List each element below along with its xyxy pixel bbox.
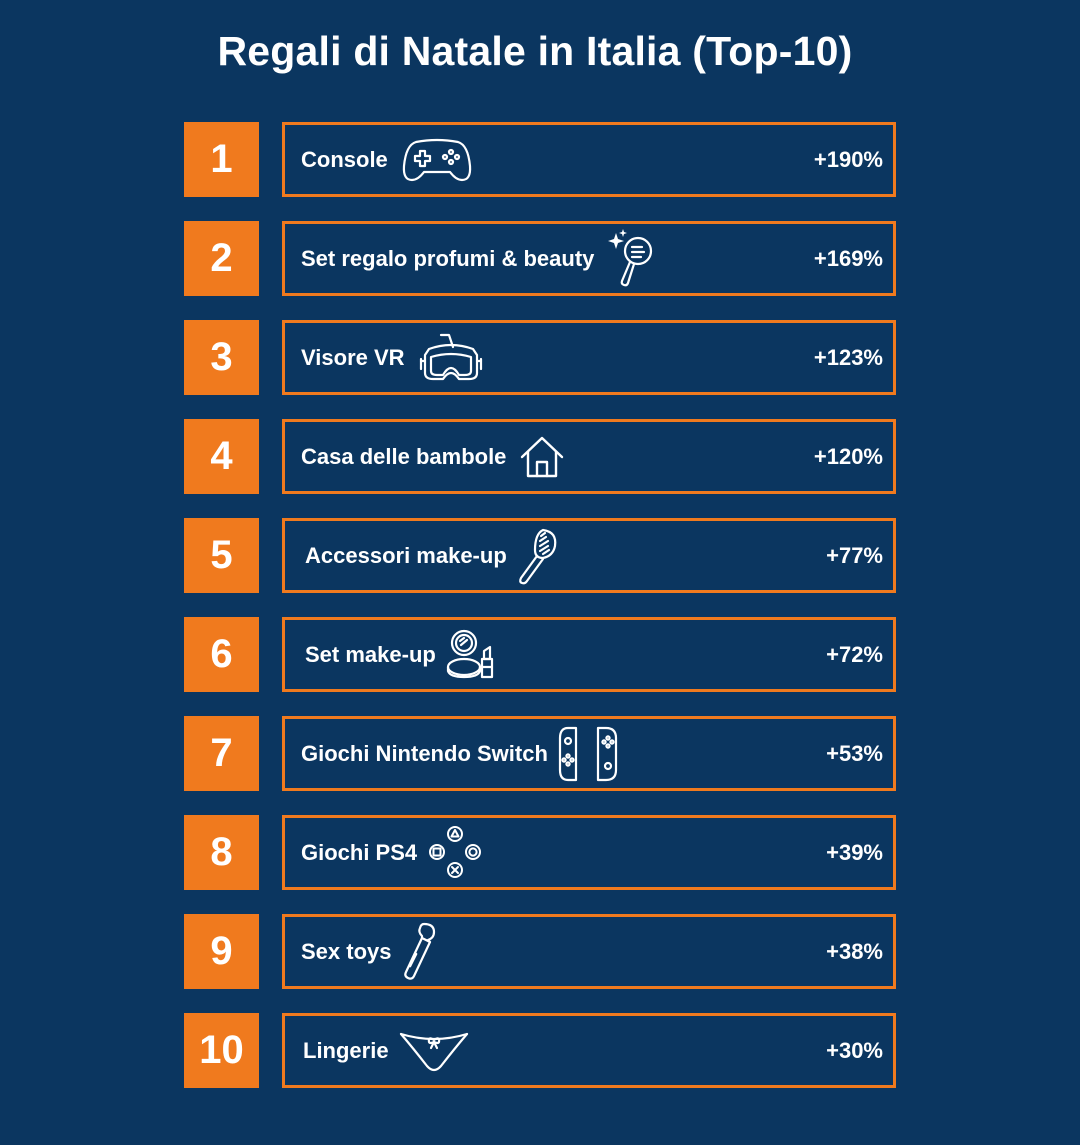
item-label: Casa delle bambole	[301, 443, 507, 469]
ps-buttons-icon	[427, 825, 483, 881]
beauty-mirror-icon	[608, 228, 658, 289]
item-box: Giochi PS4 +39%	[282, 815, 896, 890]
list-item: 9 Sex toys +38%	[184, 914, 896, 989]
vr-headset-icon	[419, 333, 483, 383]
item-box: Set regalo profumi & beauty +169%	[282, 221, 896, 296]
item-box: Casa delle bambole +120%	[282, 419, 896, 494]
rank-badge: 4	[184, 419, 259, 494]
item-label: Lingerie	[303, 1037, 389, 1063]
item-label: Visore VR	[301, 344, 405, 370]
item-box: Accessori make-up +77%	[282, 518, 896, 593]
rank-badge: 5	[184, 518, 259, 593]
item-box: Lingerie +30%	[282, 1013, 896, 1088]
hairbrush-icon	[513, 526, 559, 586]
item-value: +77%	[826, 543, 883, 568]
list-item: 5 Accessori make-up +77%	[184, 518, 896, 593]
rank-badge: 9	[184, 914, 259, 989]
item-value: +72%	[826, 642, 883, 667]
ranking-list: 1 Console +190% 2 Set regalo profumi & b…	[184, 122, 896, 1112]
rank-badge: 6	[184, 617, 259, 692]
item-label: Set make-up	[305, 641, 436, 667]
item-value: +30%	[826, 1038, 883, 1063]
item-box: Sex toys +38%	[282, 914, 896, 989]
list-item: 7 Giochi Nintendo Switch +53%	[184, 716, 896, 791]
rank-badge: 7	[184, 716, 259, 791]
item-value: +123%	[813, 345, 883, 370]
rank-badge: 1	[184, 122, 259, 197]
item-value: +53%	[826, 741, 883, 766]
item-label: Sex toys	[301, 938, 392, 964]
item-value: +190%	[813, 147, 883, 172]
list-item: 1 Console +190%	[184, 122, 896, 197]
item-value: +120%	[813, 444, 883, 469]
item-label: Giochi PS4	[301, 839, 418, 865]
rank-badge: 8	[184, 815, 259, 890]
item-label: Accessori make-up	[305, 542, 507, 568]
game-controller-icon	[402, 136, 472, 184]
wand-massager-icon	[400, 922, 440, 982]
item-value: +38%	[826, 939, 883, 964]
item-box: Set make-up +72%	[282, 617, 896, 692]
rank-badge: 2	[184, 221, 259, 296]
item-box: Giochi Nintendo Switch +53%	[282, 716, 896, 791]
list-item: 10 Lingerie +30%	[184, 1013, 896, 1088]
item-label: Console	[301, 146, 388, 172]
item-label: Set regalo profumi & beauty	[301, 245, 595, 271]
item-value: +39%	[826, 840, 883, 865]
rank-badge: 3	[184, 320, 259, 395]
item-box: Visore VR +123%	[282, 320, 896, 395]
list-item: 2 Set regalo profumi & beauty +169%	[184, 221, 896, 296]
joycon-icon	[558, 726, 618, 782]
rank-badge: 10	[184, 1013, 259, 1088]
compact-lipstick-icon	[446, 629, 496, 681]
list-item: 6 Set make-up +72%	[184, 617, 896, 692]
item-label: Giochi Nintendo Switch	[301, 740, 548, 766]
list-item: 3 Visore VR +123%	[184, 320, 896, 395]
item-box: Console +190%	[282, 122, 896, 197]
house-icon	[520, 435, 564, 479]
item-value: +169%	[813, 246, 883, 271]
list-item: 4 Casa delle bambole +120%	[184, 419, 896, 494]
page-title: Regali di Natale in Italia (Top-10)	[217, 28, 853, 74]
list-item: 8 Giochi PS4 +39%	[184, 815, 896, 890]
lingerie-icon	[399, 1028, 469, 1074]
